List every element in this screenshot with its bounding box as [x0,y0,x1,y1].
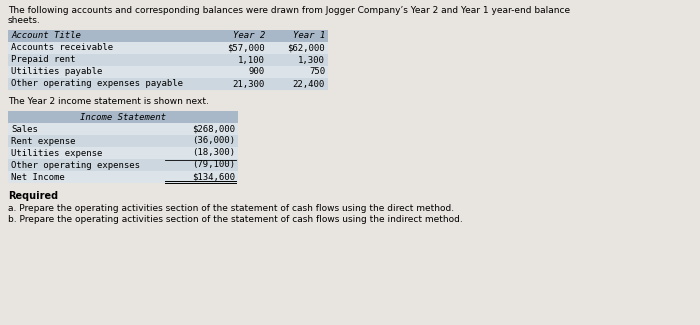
Text: Utilities payable: Utilities payable [11,68,102,76]
Text: Accounts receivable: Accounts receivable [11,44,113,53]
Text: (36,000): (36,000) [192,136,235,146]
Text: 1,300: 1,300 [298,56,325,64]
Bar [8,171,238,183]
Text: Rent expense: Rent expense [11,136,76,146]
Text: Year 1: Year 1 [293,32,325,41]
Text: a. Prepare the operating activities section of the statement of cash flows using: a. Prepare the operating activities sect… [8,204,454,213]
Bar [8,123,238,135]
Text: $57,000: $57,000 [228,44,265,53]
Bar [8,54,328,66]
Text: Income Statement: Income Statement [80,112,166,122]
Text: b. Prepare the operating activities section of the statement of cash flows using: b. Prepare the operating activities sect… [8,215,463,224]
Text: The Year 2 income statement is shown next.: The Year 2 income statement is shown nex… [8,97,209,106]
Bar [8,147,238,159]
Bar [8,30,328,42]
Text: Net Income: Net Income [11,173,64,181]
Bar [8,111,238,123]
Text: Sales: Sales [11,124,38,134]
Bar [8,159,238,171]
Text: 1,100: 1,100 [238,56,265,64]
Text: 21,300: 21,300 [232,80,265,88]
Text: Year 2: Year 2 [232,32,265,41]
Text: (79,100): (79,100) [192,161,235,170]
Text: (18,300): (18,300) [192,149,235,158]
Text: 750: 750 [309,68,325,76]
Text: Required: Required [8,191,58,201]
Text: The following accounts and corresponding balances were drawn from Jogger Company: The following accounts and corresponding… [8,6,570,15]
Text: sheets.: sheets. [8,16,41,25]
Text: Prepaid rent: Prepaid rent [11,56,76,64]
Bar [8,42,328,54]
Text: 22,400: 22,400 [293,80,325,88]
Text: $62,000: $62,000 [288,44,325,53]
Text: $268,000: $268,000 [192,124,235,134]
Text: Other operating expenses: Other operating expenses [11,161,140,170]
Text: Account Title: Account Title [11,32,81,41]
Bar [8,135,238,147]
Text: $134,600: $134,600 [192,173,235,181]
Text: Utilities expense: Utilities expense [11,149,102,158]
Text: Other operating expenses payable: Other operating expenses payable [11,80,183,88]
Bar [8,66,328,78]
Text: 900: 900 [249,68,265,76]
Bar [8,78,328,90]
